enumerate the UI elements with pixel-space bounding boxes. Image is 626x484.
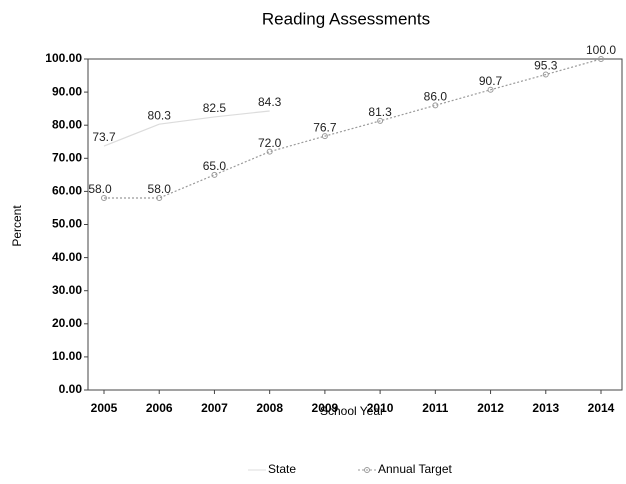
data-label: 80.3 bbox=[148, 108, 172, 122]
x-tick-label: 2009 bbox=[312, 401, 339, 415]
y-tick-label: 20.00 bbox=[52, 316, 82, 330]
data-label: 95.3 bbox=[534, 59, 558, 73]
x-tick-label: 2005 bbox=[91, 401, 118, 415]
marker bbox=[377, 117, 384, 124]
x-tick-label: 2010 bbox=[367, 401, 394, 415]
data-label: 58.0 bbox=[88, 182, 112, 196]
y-tick-label: 50.00 bbox=[52, 217, 82, 231]
legend-marker bbox=[364, 467, 370, 473]
x-axis-label: School Year bbox=[320, 404, 384, 418]
data-label: 81.3 bbox=[368, 105, 392, 119]
data-label: 65.0 bbox=[203, 159, 227, 173]
x-tick-label: 2006 bbox=[146, 401, 173, 415]
data-label: 82.5 bbox=[203, 101, 227, 115]
y-tick-label: 40.00 bbox=[52, 250, 82, 264]
y-tick-label: 100.00 bbox=[45, 51, 82, 65]
x-tick-label: 2013 bbox=[532, 401, 559, 415]
legend-label: State bbox=[268, 462, 296, 476]
data-label: 90.7 bbox=[479, 74, 503, 88]
x-tick-label: 2014 bbox=[588, 401, 615, 415]
y-tick-label: 70.00 bbox=[52, 150, 82, 164]
y-tick-label: 30.00 bbox=[52, 283, 82, 297]
data-label: 86.0 bbox=[424, 90, 448, 104]
data-label: 100.0 bbox=[586, 43, 616, 57]
marker bbox=[487, 86, 494, 93]
series-line bbox=[103, 110, 270, 147]
y-axis-label: Percent bbox=[10, 205, 24, 247]
marker bbox=[598, 56, 604, 62]
series-line bbox=[104, 58, 602, 199]
data-label: 73.7 bbox=[92, 130, 116, 144]
marker bbox=[101, 195, 107, 202]
x-tick-label: 2008 bbox=[256, 401, 283, 415]
marker bbox=[432, 102, 439, 109]
data-label: 72.0 bbox=[258, 136, 282, 150]
y-tick-label: 80.00 bbox=[52, 117, 82, 131]
marker bbox=[266, 148, 273, 155]
legend-label: Annual Target bbox=[378, 462, 453, 476]
data-label: 84.3 bbox=[258, 95, 282, 109]
y-tick-label: 60.00 bbox=[52, 184, 82, 198]
y-tick-label: 90.00 bbox=[52, 84, 82, 98]
data-label: 58.0 bbox=[148, 182, 172, 196]
x-tick-label: 2007 bbox=[201, 401, 228, 415]
marker bbox=[156, 195, 163, 202]
data-label: 76.7 bbox=[313, 120, 337, 134]
marker bbox=[321, 133, 328, 140]
y-tick-label: 0.00 bbox=[59, 382, 83, 396]
chart-title: Reading Assessments bbox=[262, 9, 430, 28]
marker bbox=[211, 171, 218, 178]
marker bbox=[542, 71, 549, 78]
x-tick-label: 2011 bbox=[422, 401, 448, 415]
y-tick-label: 10.00 bbox=[52, 349, 82, 363]
x-tick-label: 2012 bbox=[477, 401, 504, 415]
